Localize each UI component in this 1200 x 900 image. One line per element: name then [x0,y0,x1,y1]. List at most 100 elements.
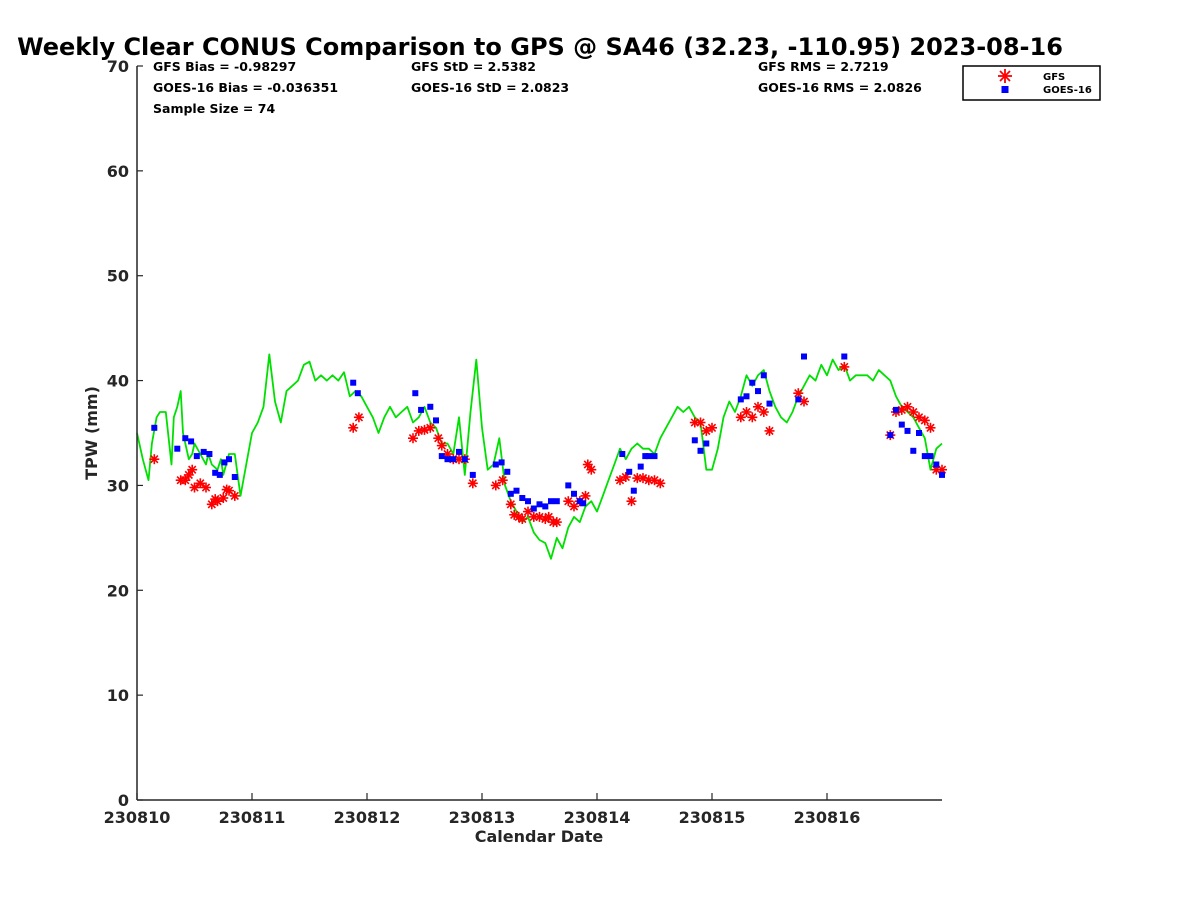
goes-point [898,421,905,428]
goes-point [916,430,922,436]
goes-point [548,498,554,505]
goes-point [737,396,744,403]
goes-point [637,463,644,470]
gfs-point [902,401,913,412]
goes-point [571,490,577,497]
gfs-point [582,459,593,470]
gfs-point [707,422,717,433]
gfs-point [615,475,625,486]
legend-goes-marker [1001,86,1009,93]
goes-point [939,471,945,478]
gfs-point [925,422,936,433]
goes-point [536,501,543,508]
gfs-point [569,501,579,512]
gfs-point [187,464,198,475]
y-axis-label: TPW (mm) [82,386,101,480]
goes-point [412,390,419,397]
goes-point [651,453,658,460]
gfs-point [425,422,436,433]
goes-point [542,503,549,510]
gfs-point [517,514,528,524]
gfs-point [348,422,359,433]
gfs-point [626,496,637,507]
gfs-point [747,412,758,423]
goes-point [216,471,223,478]
goes-point [433,417,439,424]
x-ticks: 230810 230811 230812 230813 230814 230815 2308… [104,793,860,827]
gfs-point [229,490,240,501]
gfs-point [436,440,447,451]
gfs-point [580,490,591,501]
y-tick-label: 40 [107,372,129,391]
x-tick-label: 230815 [679,808,746,827]
gfs-point [490,480,501,491]
gfs-point [839,361,850,372]
goes-point [630,487,637,494]
goes-point [427,403,434,410]
goes-point [703,440,710,447]
gfs-point [497,475,508,486]
goes-point [174,445,181,452]
goes-point [221,459,228,466]
goes-point [887,432,894,439]
goes-point [444,456,451,463]
goes-point [691,437,698,444]
goes-point [438,453,445,460]
goes-point [151,424,158,431]
gfs-point [764,425,775,436]
axes [136,66,942,801]
gfs-point [218,493,229,503]
goes-point [910,447,917,454]
goes-point [893,406,899,413]
gfs-std-text: GFS StD = 2.5382 [411,59,536,74]
x-tick-label: 230812 [334,808,401,827]
y-tick-label: 30 [107,476,129,495]
gfs-point [189,482,200,493]
stats-annotations: GFS Bias = -0.98297 GOES-16 Bias = -0.03… [153,59,922,116]
y-tick-label: 70 [107,57,129,76]
y-tick-label: 0 [118,791,129,810]
gfs-point [505,499,516,510]
x-axis-label: Calendar Date [475,827,604,846]
gfs-point [180,475,191,486]
gfs-point [195,478,206,489]
goes-point [504,468,511,475]
gfs-point [183,469,194,480]
goes-point [642,453,649,460]
goes-std-text: GOES-16 StD = 2.0823 [411,80,569,95]
gps-series-line [136,353,943,560]
goes-point [626,468,633,475]
y-tick-label: 50 [107,267,129,286]
goes-point [645,453,652,460]
gfs-point [201,482,211,493]
goes-point [530,505,537,512]
gfs-point [408,433,418,444]
goes-point [492,461,499,468]
goes-point [933,461,940,468]
y-ticks: 0 10 20 30 40 50 60 70 [107,57,143,810]
x-tick-label: 230811 [219,808,286,827]
goes-point [697,447,704,454]
gfs-point [551,517,562,528]
series-layer [136,353,947,560]
goes-point [354,390,361,397]
goes-rms-text: GOES-16 RMS = 2.0826 [758,80,922,95]
goes-point [182,435,189,442]
goes-point [188,438,195,445]
goes-point [193,453,200,460]
goes-point [743,393,750,400]
goes-point [212,469,219,476]
goes-point [580,500,587,507]
goes-point [565,482,572,489]
x-tick-label: 230813 [449,808,516,827]
legend-box [962,65,1101,101]
goes-point [525,498,531,505]
goes-point [576,498,583,505]
gfs-point [523,506,533,517]
gfs-bias-text: GFS Bias = -0.98297 [153,59,296,74]
goes-point [766,400,773,407]
legend-gfs-label: GFS [1043,72,1065,83]
gfs-point [149,454,160,465]
gfs-point [543,511,554,522]
gfs-point [353,412,364,423]
